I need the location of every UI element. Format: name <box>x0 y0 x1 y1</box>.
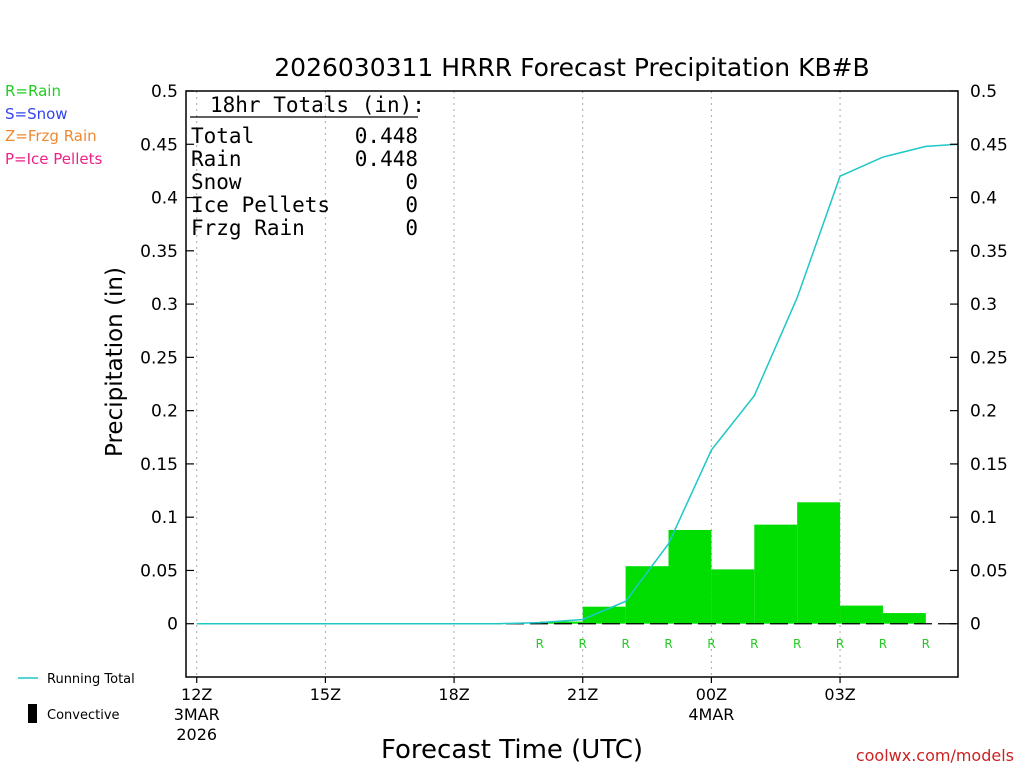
totals-row-value: 0.448 <box>355 124 418 148</box>
legend-freezing-rain: Z=Frzg Rain <box>5 127 97 145</box>
bottom-legend: Running Total Convective <box>18 672 135 723</box>
y-tick-label: 0.35 <box>970 242 1008 262</box>
legend-ice-pellets: P=Ice Pellets <box>5 150 102 168</box>
y-tick-label: 0.4 <box>151 189 178 209</box>
y-tick-label: 0.5 <box>151 82 178 102</box>
hourly-bar <box>582 606 626 624</box>
y-tick-label: 0.15 <box>970 455 1008 475</box>
x-gridlines <box>196 91 841 677</box>
y-tick-label: 0.3 <box>970 295 997 315</box>
type-marker: R <box>836 637 844 651</box>
y-tick-label: 0.4 <box>970 189 997 209</box>
hourly-bars <box>218 502 958 625</box>
running-total-polyline <box>196 143 959 625</box>
totals-row-label: Frzg Rain <box>191 216 305 240</box>
y-axis-label: Precipitation (in) <box>102 267 128 457</box>
y-tick-label: 0.2 <box>151 402 178 422</box>
type-marker: R <box>750 637 758 651</box>
y-tick-label: 0 <box>970 615 981 635</box>
hourly-bar <box>668 529 712 624</box>
y-tick-label: 0.45 <box>140 135 178 155</box>
totals-row-value: 0.448 <box>355 147 418 171</box>
x-tick-label: 03Z <box>824 685 855 704</box>
x-tick-date: 3MAR <box>174 705 220 724</box>
totals-row-label: Rain <box>191 147 242 171</box>
y-tick-label: 0.45 <box>970 135 1008 155</box>
y-tick-label: 0 <box>167 615 178 635</box>
hourly-bar <box>882 613 926 624</box>
type-marker: R <box>579 637 587 651</box>
site-credit: coolwx.com/models <box>856 746 1014 765</box>
y-tick-label: 0.05 <box>140 561 178 581</box>
y-tick-label: 0.2 <box>970 402 997 422</box>
y-tick-label: 0.15 <box>140 455 178 475</box>
y-tick-label: 0.35 <box>140 242 178 262</box>
legend-snow: S=Snow <box>5 105 68 123</box>
x-axis-label: Forecast Time (UTC) <box>381 735 643 765</box>
y-tick-label: 0.25 <box>970 348 1008 368</box>
y-tick-label: 0.5 <box>970 82 997 102</box>
hourly-bar <box>840 605 883 624</box>
hourly-bar <box>754 524 798 624</box>
x-tick-year: 2026 <box>176 725 217 744</box>
totals-row-value: 0 <box>405 170 418 194</box>
hourly-bar <box>797 502 841 624</box>
y-ticks-left: 0 0.05 0.1 0.15 0.2 0.25 0.3 0.35 0.4 0.45 0.5 <box>140 82 194 635</box>
precip-type-legend: R=Rain S=Snow Z=Frzg Rain P=Ice Pellets <box>5 82 102 168</box>
type-marker: R <box>621 637 629 651</box>
hourly-bar <box>711 569 755 624</box>
running-total-line <box>196 143 959 625</box>
legend-rain: R=Rain <box>5 82 61 100</box>
x-tick-label: 00Z <box>696 685 727 704</box>
y-tick-label: 0.1 <box>970 508 997 528</box>
y-tick-label: 0.05 <box>970 561 1008 581</box>
totals-box: 18hr Totals (in): Total 0.448 Rain 0.448 Sno… <box>190 93 425 240</box>
y-tick-label: 0.3 <box>151 295 178 315</box>
chart-title: 2026030311 HRRR Forecast Precipitation K… <box>274 53 869 82</box>
totals-row-label: Total <box>191 124 254 148</box>
totals-row-value: 0 <box>405 216 418 240</box>
x-tick-label: 21Z <box>567 685 598 704</box>
type-marker: R <box>879 637 887 651</box>
convective-swatch <box>28 704 37 723</box>
x-tick-date: 4MAR <box>688 705 734 724</box>
x-tick-label: 15Z <box>310 685 341 704</box>
y-ticks-right: 0 0.05 0.1 0.15 0.2 0.25 0.3 0.35 0.4 0.45 0.5 <box>950 82 1008 635</box>
y-tick-label: 0.1 <box>151 508 178 528</box>
hourly-bar <box>625 566 669 624</box>
totals-row-label: Ice Pellets <box>191 193 330 217</box>
type-marker: R <box>536 637 544 651</box>
type-marker: R <box>922 637 930 651</box>
totals-row-value: 0 <box>405 193 418 217</box>
totals-row-label: Snow <box>191 170 242 194</box>
totals-header: 18hr Totals (in): <box>210 93 425 117</box>
legend-running-total: Running Total <box>47 672 135 687</box>
plot-frame <box>185 90 959 678</box>
type-marker: R <box>793 637 801 651</box>
hourly-bar <box>539 621 583 624</box>
y-tick-label: 0.25 <box>140 348 178 368</box>
type-marker: R <box>664 637 672 651</box>
type-marker: R <box>707 637 715 651</box>
legend-convective: Convective <box>47 708 120 723</box>
x-tick-label: 12Z <box>181 685 212 704</box>
x-tick-label: 18Z <box>438 685 469 704</box>
